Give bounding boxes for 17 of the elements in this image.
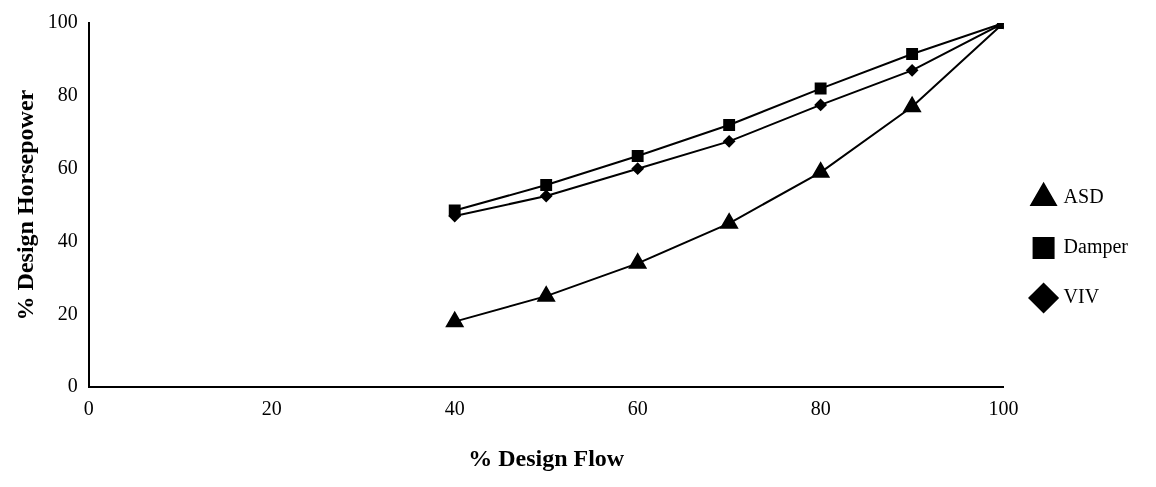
y-tick-label: 20 xyxy=(57,301,78,324)
y-tick-label: 40 xyxy=(57,228,78,251)
x-tick-label: 100 xyxy=(988,397,1019,420)
y-axis-title: % Design Horsepower xyxy=(11,89,38,321)
y-tick-label: 80 xyxy=(57,83,78,106)
x-tick-label: 20 xyxy=(261,397,282,420)
legend-label: VIV xyxy=(1063,285,1100,308)
legend-label: Damper xyxy=(1063,235,1129,259)
x-axis-title: % Design Flow xyxy=(468,444,625,471)
y-tick-label: 0 xyxy=(67,374,78,397)
x-tick-label: 60 xyxy=(627,397,648,420)
x-tick-label: 40 xyxy=(444,397,465,420)
x-tick-label: 80 xyxy=(810,397,831,420)
y-tick-label: 100 xyxy=(47,10,78,33)
x-tick-label: 0 xyxy=(83,397,94,420)
y-tick-label: 60 xyxy=(57,155,78,178)
legend-label: ASD xyxy=(1063,185,1104,208)
